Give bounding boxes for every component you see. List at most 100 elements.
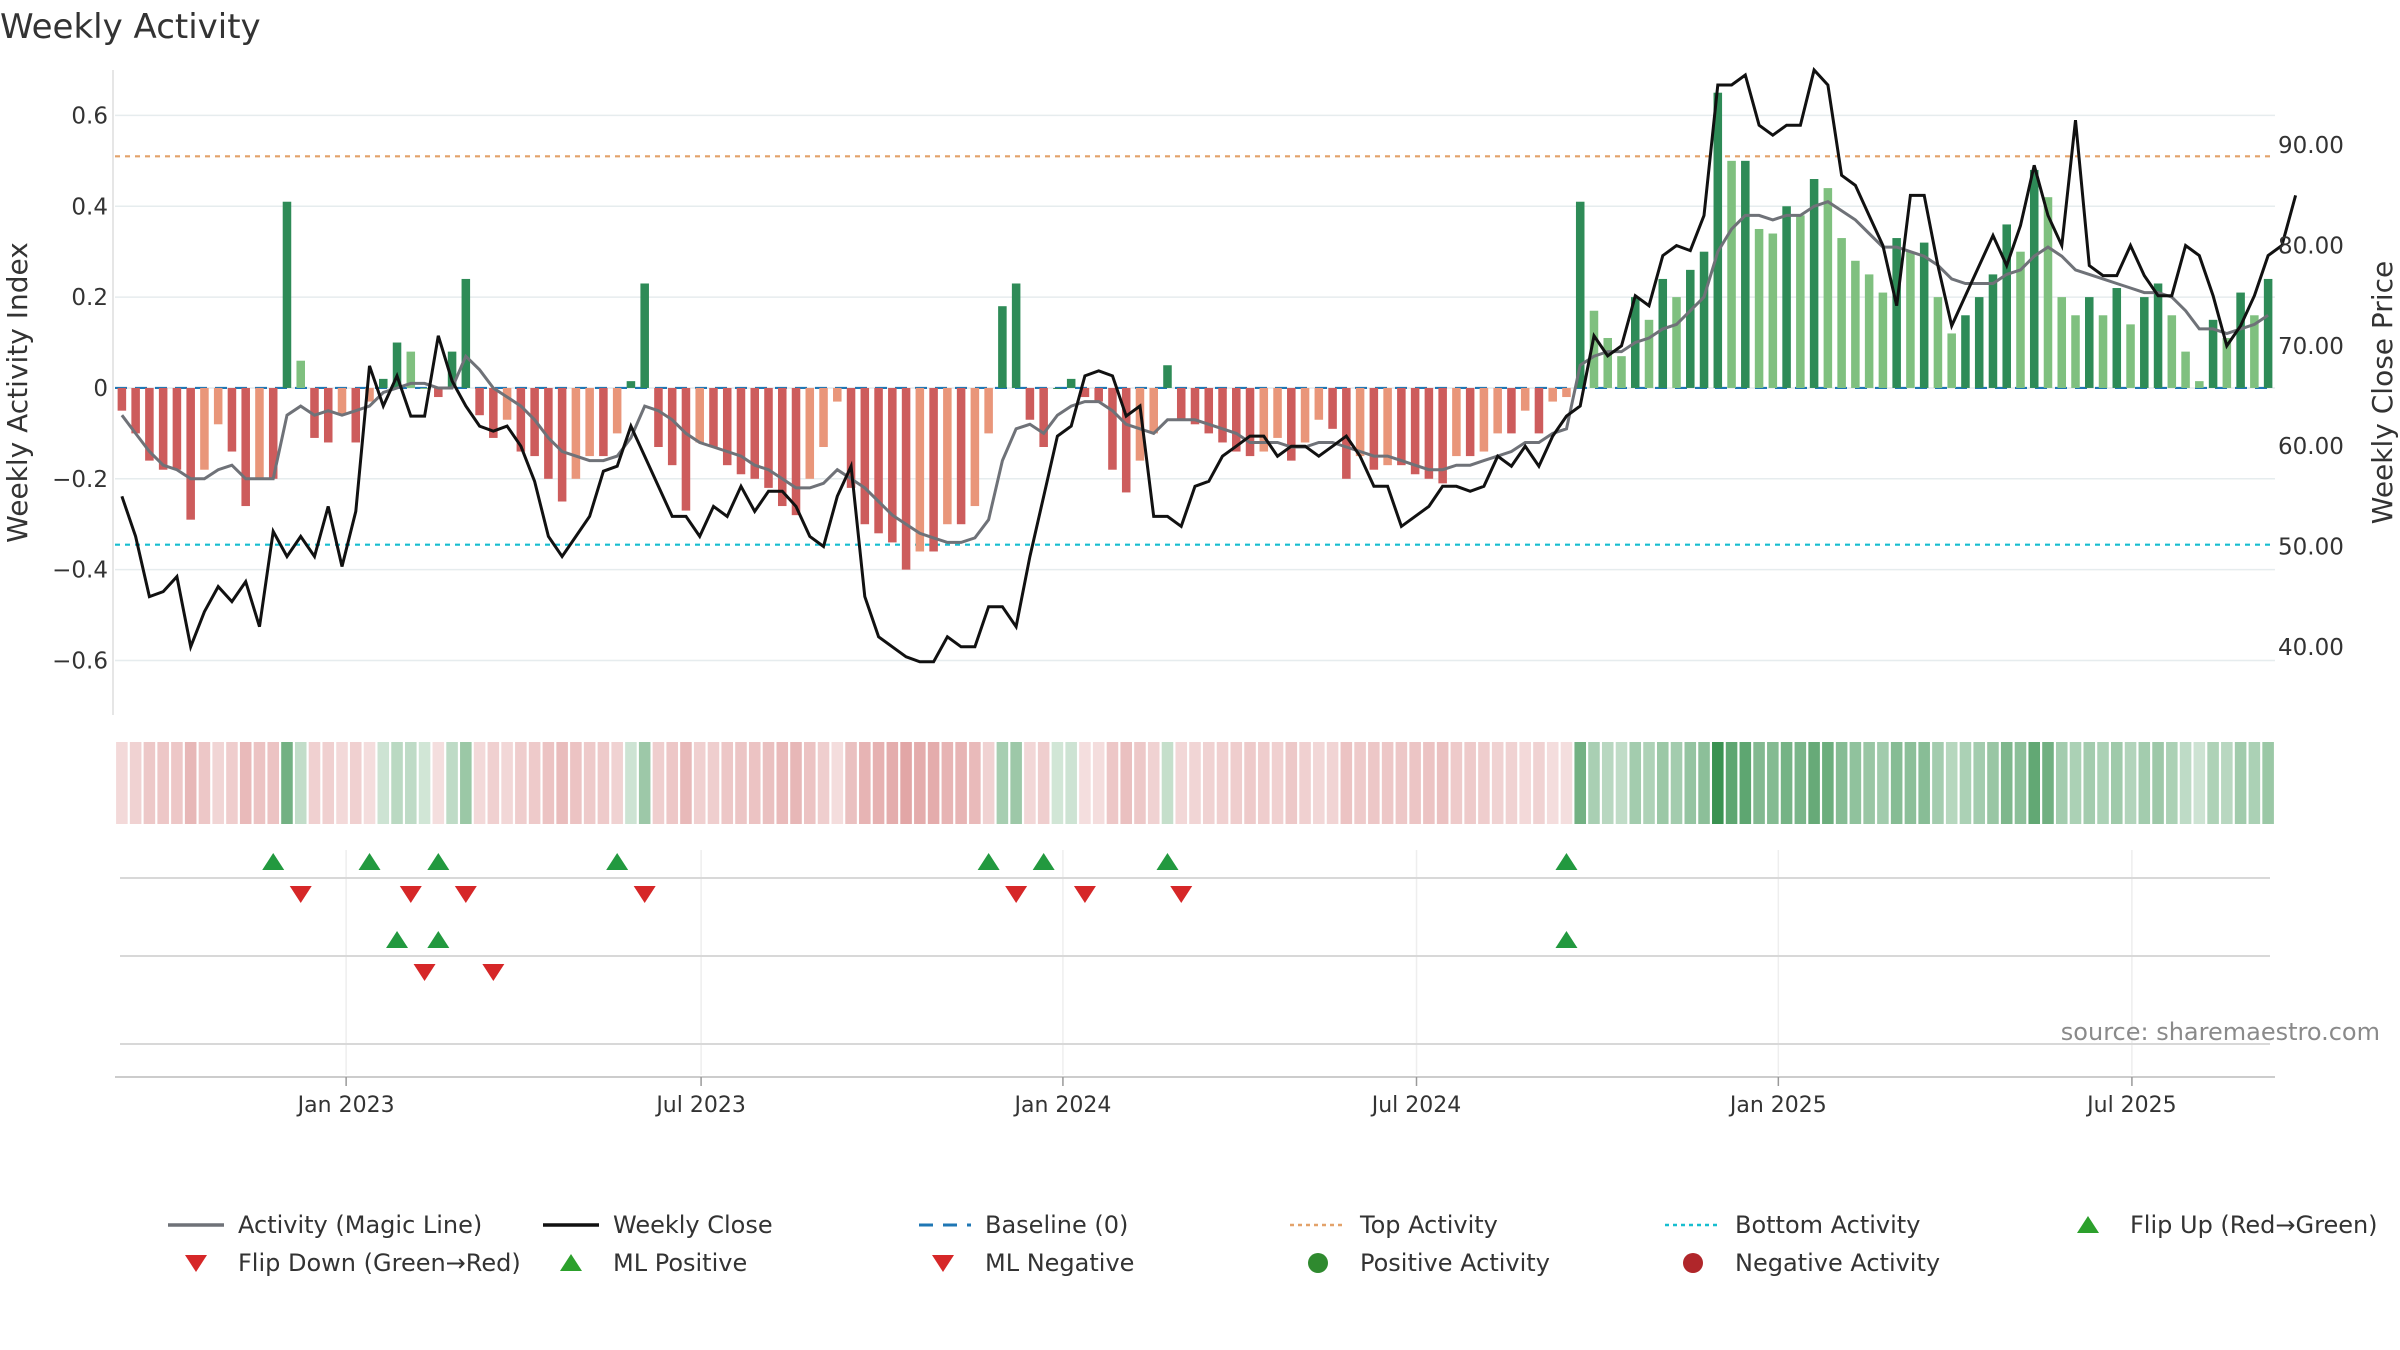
activity-bar [1080, 387, 1090, 398]
heat-cell [1629, 742, 1642, 824]
heat-cell [253, 742, 266, 824]
legend-label: Bottom Activity [1735, 1211, 1920, 1239]
heat-cell [267, 742, 279, 824]
heat-cell [143, 742, 156, 824]
activity-bar [186, 387, 195, 520]
heat-cell [1753, 742, 1765, 824]
magic-line-series [120, 200, 2269, 544]
activity-bar [1300, 387, 1310, 443]
heat-cell [1381, 742, 1394, 824]
activity-bar [323, 387, 333, 443]
heat-cell [1684, 742, 1697, 824]
activity-bar [998, 306, 1007, 388]
x-tick-label: Jan 2025 [1728, 1093, 1827, 1118]
activity-bar [557, 387, 567, 502]
activity-bar [241, 387, 250, 507]
activity-bar [984, 387, 993, 434]
heat-cell [1643, 742, 1655, 824]
y2-axis-label: Weekly Close Price [2366, 261, 2399, 524]
heat-cell [542, 742, 555, 824]
activity-bar [722, 387, 732, 466]
heat-cell [1423, 742, 1435, 824]
activity-bar [585, 387, 594, 457]
heat-cell [1822, 742, 1834, 824]
activity-bar [1741, 160, 1750, 388]
activity-bar [1796, 215, 1805, 388]
activity-bar [736, 387, 746, 475]
activity-bar [2043, 197, 2053, 388]
heat-cell [528, 742, 541, 824]
activity-bar [1520, 387, 1530, 411]
heat-cell [1588, 742, 1600, 824]
activity-bar [1837, 238, 1846, 388]
heat-cell [707, 742, 720, 824]
heat-cell [1134, 742, 1146, 824]
heat-cell [2234, 742, 2247, 824]
legend-label: Flip Up (Red→Green) [2130, 1211, 2378, 1239]
heat-cell [969, 742, 981, 824]
y-tick-label: −0.4 [52, 558, 108, 584]
heat-cell [638, 742, 651, 824]
activity-bar [626, 381, 636, 388]
y2-tick-label: 60.00 [2278, 434, 2344, 460]
heat-cell [212, 742, 224, 824]
activity-bar [929, 387, 938, 552]
activity-bar [750, 387, 760, 479]
heat-cell [2138, 742, 2151, 824]
activity-bar [764, 387, 773, 488]
activity-bar [970, 387, 980, 507]
activity-bar [117, 387, 127, 411]
heat-cell [281, 742, 293, 824]
activity-bar [1864, 274, 1874, 388]
ml-negative-marker [482, 964, 505, 981]
heat-cell [597, 742, 610, 824]
activity-bar [1259, 387, 1269, 452]
activity-bar [1906, 251, 1915, 388]
activity-bar [2181, 351, 2190, 388]
heat-cell [1739, 742, 1752, 824]
activity-bar [1947, 333, 1956, 388]
activity-bar [833, 387, 842, 402]
x-tick-label: Jul 2023 [654, 1093, 746, 1118]
flip-up-marker [262, 853, 285, 870]
activity-bar [1121, 387, 1131, 493]
activity-bar [777, 387, 787, 507]
heat-cell [473, 742, 486, 824]
heat-cell [1877, 742, 1889, 824]
activity-bar [1039, 387, 1048, 448]
heat-cell [1106, 742, 1119, 824]
heat-cell [2207, 742, 2219, 824]
heat-cell [1849, 742, 1862, 824]
activity-bar [1534, 387, 1544, 434]
heat-cell [2111, 742, 2123, 824]
heat-cell [418, 742, 431, 824]
activity-bar [1851, 260, 1860, 388]
activity-bar [1727, 160, 1736, 388]
ml-positive-marker [427, 931, 450, 948]
heat-cell [652, 742, 665, 824]
y-tick-label: −0.6 [52, 648, 108, 674]
flip-up-marker [1156, 853, 1179, 870]
heat-cell [1258, 742, 1270, 824]
heat-cell [1670, 742, 1683, 824]
legend-swatch [1308, 1253, 1328, 1273]
heat-cell [487, 742, 500, 824]
activity-bar [516, 387, 526, 452]
activity-bar [2002, 224, 2011, 388]
heat-cell [1560, 742, 1573, 824]
heat-cell [2262, 742, 2274, 824]
heat-cell [2042, 742, 2054, 824]
legend-label: ML Negative [985, 1249, 1134, 1277]
activity-bar [612, 387, 622, 434]
heat-cell [1037, 742, 1050, 824]
activity-bar [1974, 297, 1984, 388]
y2-tick-label: 50.00 [2278, 534, 2344, 560]
activity-bar [915, 387, 925, 552]
heat-cell [2179, 742, 2192, 824]
activity-bar [1410, 387, 1420, 475]
activity-bar [365, 387, 374, 402]
activity-bar [1163, 365, 1172, 388]
activity-bar [1988, 274, 1998, 388]
x-tick-label: Jan 2023 [296, 1093, 395, 1118]
activity-bar [819, 387, 828, 448]
